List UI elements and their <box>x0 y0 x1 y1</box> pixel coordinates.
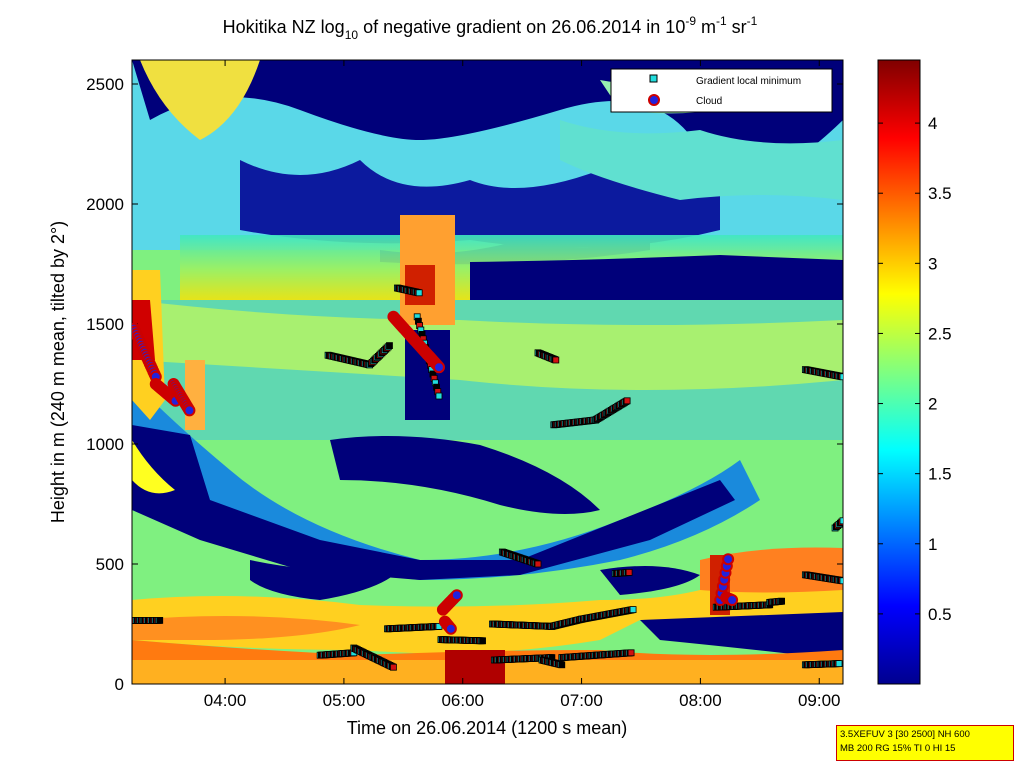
colorbar-tick-label: 0.5 <box>928 605 952 624</box>
y-tick-label: 1500 <box>86 315 124 334</box>
title-exp2: -1 <box>716 14 727 28</box>
y-axis: 0 500 1000 1500 2000 2500 <box>86 75 843 694</box>
title-exp1: -9 <box>685 14 696 28</box>
colorbar-ticks: 0.5 1 1.5 2 2.5 3 3.5 4 <box>878 114 952 624</box>
x-tick-label: 05:00 <box>323 691 366 710</box>
x-tick-label: 04:00 <box>204 691 247 710</box>
gradient-min-marker <box>839 373 843 381</box>
info-line-1: 3.5XEFUV 3 [30 2500] NH 600 <box>840 729 970 740</box>
legend-label-gradient-min: Gradient local minimum <box>696 76 801 87</box>
gradient-min-marker <box>627 649 635 657</box>
legend: Gradient local minimum Cloud <box>610 68 833 113</box>
colorbar-tick-label: 2 <box>928 395 937 414</box>
colorbar-tick-label: 4 <box>928 114 937 133</box>
x-axis: 04:00 05:00 06:00 07:00 08:00 09:00 <box>204 60 841 710</box>
gradient-min-marker <box>435 392 443 400</box>
x-tick-label: 06:00 <box>441 691 484 710</box>
gradient-min-marker <box>479 637 486 645</box>
colorbar: 0.5 1 1.5 2 2.5 3 3.5 4 <box>877 59 952 685</box>
y-tick-label: 1000 <box>86 435 124 454</box>
gradient-min-marker <box>835 660 843 667</box>
gradient-min-marker <box>156 617 164 624</box>
colorbar-tick-label: 3.5 <box>928 184 952 203</box>
markers-layer <box>132 284 843 671</box>
title-prefix: Hokitika NZ log <box>223 17 345 37</box>
x-tick-label: 09:00 <box>798 691 841 710</box>
y-tick-label: 0 <box>115 675 124 694</box>
gradient-min-marker <box>415 289 423 297</box>
cloud-marker <box>450 589 463 602</box>
cloud-marker <box>722 553 735 566</box>
cloud-marker <box>432 361 445 374</box>
plot-frame <box>131 59 844 685</box>
colorbar-tick-label: 1 <box>928 535 937 554</box>
gradient-min-marker <box>778 597 786 605</box>
gradient-min-marker <box>386 342 393 350</box>
legend-marker-cloud <box>648 94 660 106</box>
gradient-min-marker <box>390 663 397 671</box>
gradient-min-marker <box>558 661 566 669</box>
legend-box <box>610 68 833 113</box>
gradient-min-marker <box>629 606 637 613</box>
gradient-min-marker <box>623 397 631 405</box>
gradient-min-marker <box>534 560 542 568</box>
title-exp3: -1 <box>747 14 758 28</box>
heatmap-field <box>132 60 843 684</box>
title-middle: of negative gradient on 26.06.2014 in 10 <box>358 17 685 37</box>
colorbar-tick-label: 3 <box>928 254 937 273</box>
x-axis-label: Time on 26.06.2014 (1200 s mean) <box>347 718 628 738</box>
y-tick-label: 500 <box>96 555 124 574</box>
gradient-min-marker <box>839 517 843 525</box>
gradient-min-marker <box>625 569 633 576</box>
x-tick-label: 08:00 <box>679 691 722 710</box>
x-tick-label: 07:00 <box>560 691 603 710</box>
legend-marker-gradient-min <box>649 74 658 83</box>
y-tick-label: 2000 <box>86 195 124 214</box>
colorbar-tick-label: 2.5 <box>928 324 952 343</box>
legend-label-cloud: Cloud <box>696 96 722 107</box>
cloud-marker <box>444 622 457 635</box>
title-log-base: 10 <box>345 28 359 42</box>
cloud-marker <box>183 404 196 417</box>
title-unit1: m <box>696 17 716 37</box>
colorbar-gradient <box>877 59 921 685</box>
chart-title: Hokitika NZ log10 of negative gradient o… <box>223 14 758 42</box>
gradient-min-marker <box>839 577 843 585</box>
y-axis-label: Height in m (240 m mean, tilted by 2°) <box>48 221 68 523</box>
y-tick-label: 2500 <box>86 75 124 94</box>
gradient-min-marker <box>552 356 560 364</box>
info-box: 3.5XEFUV 3 [30 2500] NH 600 MB 200 RG 15… <box>836 725 1014 761</box>
cloud-marker <box>726 594 739 606</box>
title-unit2: sr <box>727 17 747 37</box>
info-line-2: MB 200 RG 15% TI 0 HI 15 <box>840 743 956 754</box>
colorbar-tick-label: 1.5 <box>928 465 952 484</box>
